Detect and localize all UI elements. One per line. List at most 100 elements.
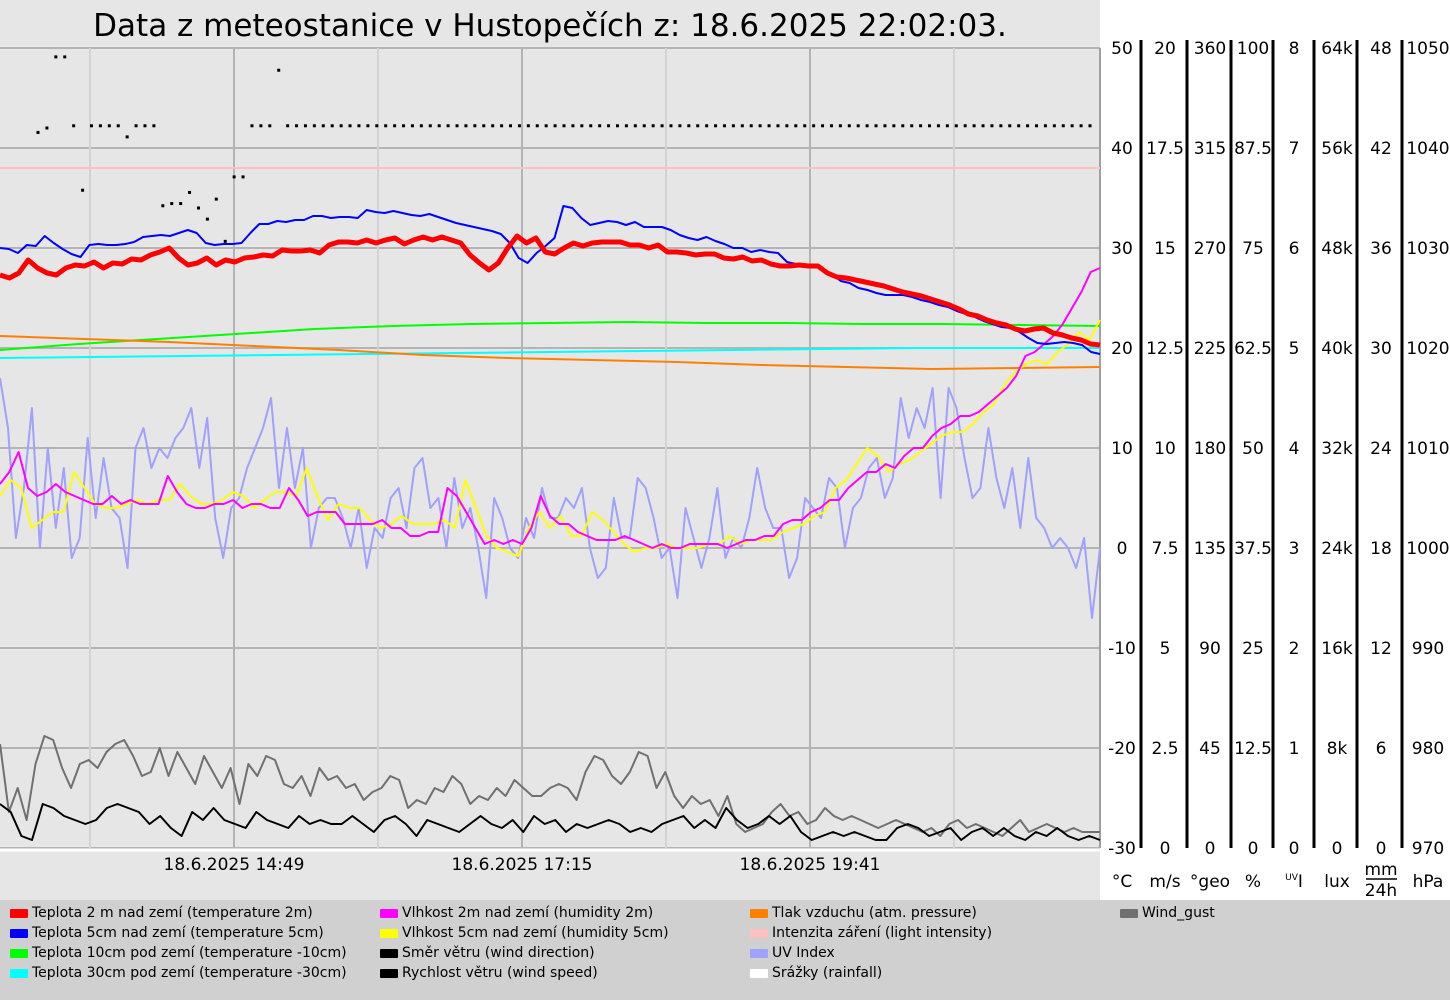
axis-tick-label: 180 [1194, 439, 1226, 459]
wind-direction-point [393, 124, 397, 128]
wind-direction-point [990, 124, 994, 128]
series-humidity-5cm [0, 319, 1101, 557]
unit-label: UVI [1285, 872, 1303, 892]
legend-label: Teplota 5cm nad zemí (temperature 5cm) [32, 925, 324, 941]
wind-direction-point [705, 124, 709, 128]
axis-tick-label: 62.5 [1234, 339, 1272, 359]
unit-label: °C [1112, 872, 1132, 892]
wind-direction-point [188, 190, 192, 194]
series-wind-direction [36, 55, 1092, 243]
axis-5: 8 7 6 5 4 3 2 1 0 [1289, 39, 1300, 859]
wind-direction-point [464, 124, 468, 128]
wind-direction-point [81, 188, 85, 192]
wind-direction-point [250, 124, 254, 128]
axis-tick-label: 4 [1289, 439, 1300, 459]
legend-swatch [750, 928, 768, 938]
axis-tick-label: 12 [1370, 639, 1392, 659]
axis-tick-label: 1030 [1406, 239, 1449, 259]
wind-direction-point [856, 124, 860, 128]
plot-background [0, 0, 1100, 900]
wind-direction-point [936, 124, 940, 128]
legend-item: Směr větru (wind direction) [380, 943, 595, 963]
axis-tick-label: 56k [1321, 139, 1353, 159]
axis-panel-background [1100, 0, 1450, 900]
wind-direction-point [107, 124, 111, 128]
wind-direction-point [214, 197, 218, 201]
legend-item: Teplota 10cm pod zemí (temperature -10cm… [10, 943, 347, 963]
wind-direction-point [945, 124, 949, 128]
axis-tick-label: 12.5 [1234, 739, 1272, 759]
wind-direction-point [223, 239, 227, 243]
wind-direction-point [482, 124, 486, 128]
wind-direction-point [651, 124, 655, 128]
x-tick-label: 18.6.2025 19:41 [740, 855, 881, 875]
axis-tick-label: 0 [1248, 839, 1259, 859]
wind-direction-point [312, 124, 316, 128]
wind-direction-point [473, 124, 477, 128]
wind-direction-point [428, 124, 432, 128]
wind-direction-point [740, 124, 744, 128]
legend-item: Vlhkost 5cm nad zemí (humidity 5cm) [380, 923, 669, 943]
legend-label: Tlak vzduchu (atm. pressure) [772, 905, 977, 921]
axis-tick-label: 16k [1321, 639, 1353, 659]
wind-direction-point [660, 124, 664, 128]
wind-direction-point [874, 124, 878, 128]
wind-direction-point [928, 124, 932, 128]
axis-tick-label: 5 [1289, 339, 1300, 359]
axis-tick-label: -20 [1108, 739, 1136, 759]
wind-direction-point [687, 124, 691, 128]
wind-direction-point [36, 130, 40, 134]
wind-direction-point [89, 124, 93, 128]
wind-direction-point [821, 124, 825, 128]
axis-tick-label: 10 [1111, 439, 1133, 459]
unit-label: °geo [1190, 872, 1230, 892]
axis-tick-label: 25 [1242, 639, 1264, 659]
legend-label: Wind_gust [1142, 905, 1215, 921]
wind-direction-point [812, 124, 816, 128]
unit-label: m/s [1149, 872, 1180, 892]
wind-direction-point [179, 202, 183, 206]
axis-7: 48 42 36 30 24 18 12 6 0 [1370, 39, 1392, 859]
axis-tick-label: 45 [1199, 739, 1221, 759]
unit-label: lux [1324, 872, 1350, 892]
legend-swatch [750, 948, 768, 958]
axis-tick-label: 50 [1242, 439, 1264, 459]
unit-label: hPa [1413, 872, 1444, 892]
wind-direction-point [910, 124, 914, 128]
axis-tick-label: -10 [1108, 639, 1136, 659]
wind-direction-point [580, 124, 584, 128]
axis-tick-label: 990 [1412, 639, 1444, 659]
wind-direction-point [170, 202, 174, 206]
axis-tick-label: 48k [1321, 239, 1353, 259]
wind-direction-point [883, 124, 887, 128]
wind-direction-point [838, 124, 842, 128]
series-uv-index [0, 377, 1101, 619]
series-temp-5cm [0, 205, 1101, 355]
axis-tick-label: 360 [1194, 39, 1226, 59]
legend-label: Vlhkost 5cm nad zemí (humidity 5cm) [402, 925, 669, 941]
axis-tick-label: 17.5 [1146, 139, 1184, 159]
wind-direction-point [357, 124, 361, 128]
axis-tick-label: 2.5 [1151, 739, 1178, 759]
legend-item: Wind_gust [1120, 903, 1215, 923]
legend-swatch [380, 928, 398, 938]
axis-tick-label: 8k [1327, 739, 1348, 759]
wind-direction-point [562, 124, 566, 128]
wind-direction-point [758, 124, 762, 128]
legend-item: Intenzita záření (light intensity) [750, 923, 992, 943]
legend-swatch [10, 928, 28, 938]
axis-tick-label: 75 [1242, 239, 1264, 259]
axis-4: 100 87.5 75 62.5 50 37.5 25 12.5 0 [1234, 39, 1272, 859]
wind-direction-point [633, 124, 637, 128]
legend-item: Vlhkost 2m nad zemí (humidity 2m) [380, 903, 653, 923]
wind-direction-point [999, 124, 1003, 128]
axis-tick-label: 42 [1370, 139, 1392, 159]
legend-swatch [10, 908, 28, 918]
wind-direction-point [259, 124, 263, 128]
wind-direction-point [544, 124, 548, 128]
legend-label: Vlhkost 2m nad zemí (humidity 2m) [402, 905, 654, 921]
axis-tick-label: 7 [1289, 139, 1300, 159]
unit-label: 24h [1365, 881, 1397, 900]
axis-tick-label: 40k [1321, 339, 1353, 359]
legend-label: Teplota 2 m nad zemí (temperature 2m) [32, 905, 313, 921]
